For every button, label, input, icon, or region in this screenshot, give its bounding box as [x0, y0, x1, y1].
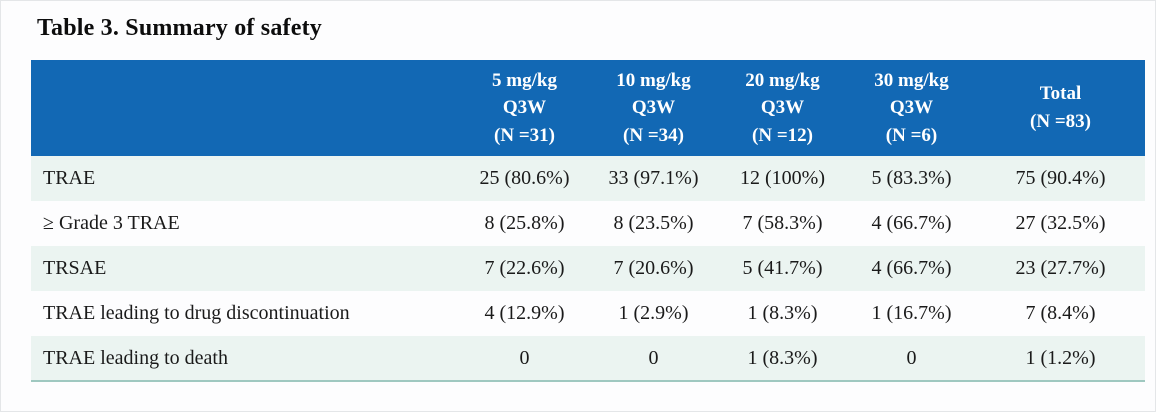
cell-value: 75 (90.4%) — [1015, 167, 1106, 189]
row-label: TRAE leading to death — [43, 346, 228, 369]
table-row: TRAE 25 (80.6%) 33 (97.1%) 12 (100%) 5 (83.3… — [31, 156, 1145, 201]
column-header-1: 5 mg/kg Q3W (N =31) — [460, 60, 589, 156]
cell-value: 5 (41.7%) — [742, 257, 823, 279]
row-label: TRSAE — [43, 257, 107, 279]
cell-value: 23 (27.7%) — [1015, 257, 1106, 279]
cell-value: 27 (32.5%) — [1015, 212, 1106, 234]
cell-value: 7 (8.4%) — [1025, 302, 1096, 324]
cell-value: 8 (25.8%) — [484, 212, 565, 234]
cell-value: 0 — [519, 346, 530, 369]
table-row: TRSAE 7 (22.6%) 7 (20.6%) 5 (41.7%) 4 (66.7%… — [31, 246, 1145, 291]
column-header-3: 20 mg/kg Q3W (N =12) — [718, 60, 847, 156]
table-header: 5 mg/kg Q3W (N =31) 10 mg/kg Q3W (N =34) 2… — [31, 60, 1145, 156]
table-body: TRAE 25 (80.6%) 33 (97.1%) 12 (100%) 5 (83.3… — [31, 156, 1145, 381]
row-label: TRAE — [43, 167, 96, 189]
table-row: TRAE leading to death 0 0 1 (8.3%) 0 1 (1.2%) — [31, 336, 1145, 381]
cell-value: 1 (1.2%) — [1025, 346, 1096, 369]
cell-value: 8 (23.5%) — [613, 212, 694, 234]
header-row: 5 mg/kg Q3W (N =31) 10 mg/kg Q3W (N =34) 2… — [31, 60, 1145, 156]
cell-value: 1 (2.9%) — [618, 302, 689, 324]
cell-value: 0 — [906, 346, 917, 369]
cell-value: 1 (16.7%) — [871, 302, 952, 324]
column-header-2: 10 mg/kg Q3W (N =34) — [589, 60, 718, 156]
cell-value: 5 (83.3%) — [871, 167, 952, 189]
cell-value: 0 — [648, 346, 659, 369]
page: Table 3. Summary of safety 5 mg/kg Q3W (… — [1, 15, 1155, 382]
table-row: TRAE leading to drug discontinuation 4 (1… — [31, 291, 1145, 336]
cell-value: 12 (100%) — [740, 167, 825, 189]
cell-value: 4 (12.9%) — [484, 302, 565, 324]
cell-value: 33 (97.1%) — [608, 167, 699, 189]
row-label: TRAE leading to drug discontinuation — [43, 302, 350, 324]
cell-value: 7 (20.6%) — [613, 257, 694, 279]
safety-table: 5 mg/kg Q3W (N =31) 10 mg/kg Q3W (N =34) 2… — [31, 60, 1145, 382]
cell-value: 1 (8.3%) — [747, 346, 818, 369]
cell-value: 4 (66.7%) — [871, 212, 952, 234]
column-header-4: 30 mg/kg Q3W (N =6) — [847, 60, 976, 156]
table-row: ≥ Grade 3 TRAE 8 (25.8%) 8 (23.5%) 7 (58.3%… — [31, 201, 1145, 246]
cell-value: 7 (58.3%) — [742, 212, 823, 234]
cell-value: 25 (80.6%) — [479, 167, 570, 189]
cell-value: 7 (22.6%) — [484, 257, 565, 279]
cell-value: 4 (66.7%) — [871, 257, 952, 279]
table-title: Table 3. Summary of safety — [37, 15, 322, 41]
corner-cell — [31, 60, 460, 156]
cell-value: 1 (8.3%) — [747, 302, 818, 324]
row-label: ≥ Grade 3 TRAE — [43, 212, 180, 234]
column-header-5: Total (N =83) — [976, 60, 1145, 156]
